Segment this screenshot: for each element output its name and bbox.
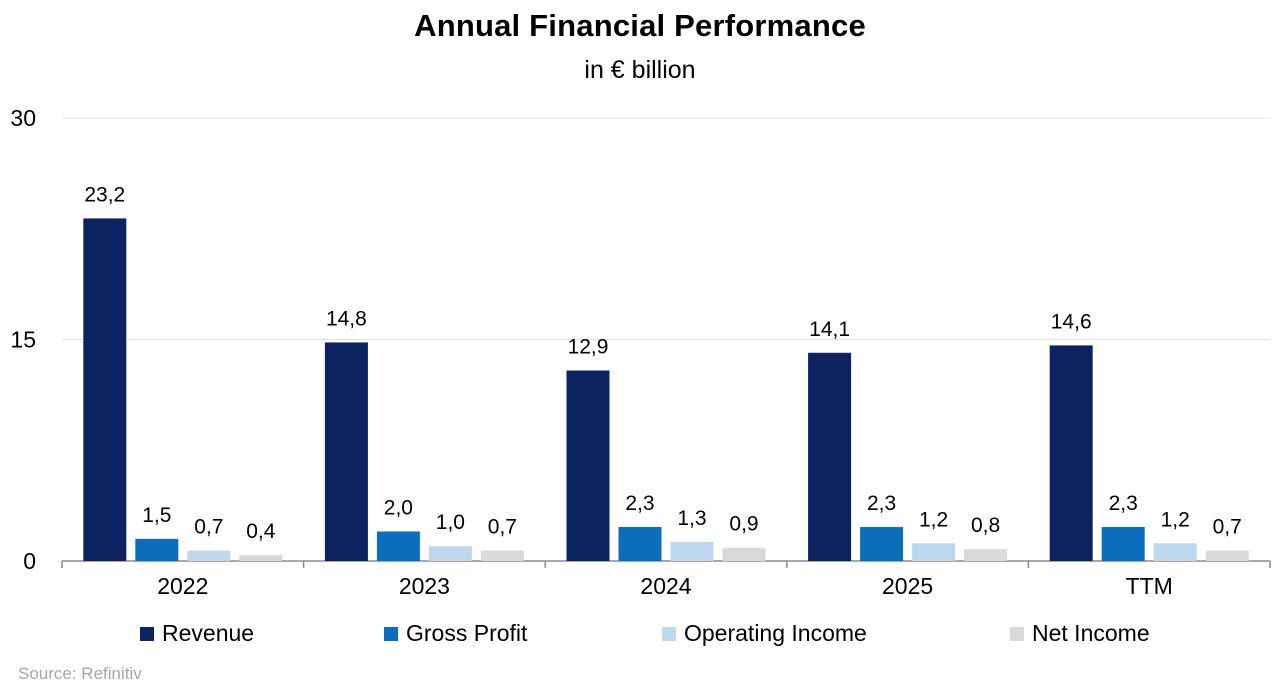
x-tick-label-2025: 2025 <box>882 573 933 599</box>
data-label-gross-profit-2023: 2,0 <box>384 496 413 519</box>
y-tick-label-0: 0 <box>23 548 36 574</box>
bar-operating-income-2024 <box>670 541 714 561</box>
bar-gross-profit-2024 <box>618 527 662 561</box>
bar-net-income-2025 <box>964 549 1008 561</box>
data-label-operating-income-2024: 1,3 <box>677 507 706 530</box>
data-label-net-income-ttm: 0,7 <box>1213 516 1242 539</box>
legend-label-revenue: Revenue <box>162 620 255 646</box>
y-tick-label-15: 15 <box>10 327 36 353</box>
legend-label-net-income: Net Income <box>1032 620 1150 646</box>
legend-label-operating-income: Operating Income <box>684 620 867 646</box>
source-note: Source: Refinitiv <box>18 664 142 683</box>
legend-swatch-net-income <box>1010 626 1024 641</box>
legend-item-revenue: Revenue <box>140 620 254 647</box>
bar-gross-profit-2022 <box>135 538 179 561</box>
x-tick-label-2024: 2024 <box>640 573 691 599</box>
data-label-operating-income-2023: 1,0 <box>436 511 465 534</box>
bar-net-income-ttm <box>1205 550 1249 561</box>
data-label-revenue-2024: 12,9 <box>568 336 609 359</box>
bar-operating-income-ttm <box>1153 543 1197 561</box>
bar-operating-income-2023 <box>428 546 472 561</box>
data-label-gross-profit-ttm: 2,3 <box>1109 492 1138 515</box>
bar-operating-income-2025 <box>912 543 956 561</box>
data-label-revenue-2023: 14,8 <box>326 307 367 330</box>
data-label-revenue-2025: 14,1 <box>809 318 850 341</box>
data-label-operating-income-2022: 0,7 <box>194 516 223 539</box>
data-label-net-income-2025: 0,8 <box>971 514 1000 537</box>
data-label-revenue-ttm: 14,6 <box>1051 310 1092 333</box>
x-tick-label-2023: 2023 <box>399 573 450 599</box>
bar-net-income-2022 <box>239 555 283 561</box>
data-label-gross-profit-2022: 1,5 <box>142 504 171 527</box>
data-label-revenue-2022: 23,2 <box>84 183 125 206</box>
x-tick-label-ttm: TTM <box>1126 573 1173 599</box>
x-tick-label-2022: 2022 <box>157 573 208 599</box>
data-label-net-income-2023: 0,7 <box>488 516 517 539</box>
data-label-net-income-2024: 0,9 <box>729 513 758 536</box>
chart-subtitle: in € billion <box>584 56 696 84</box>
data-label-gross-profit-2025: 2,3 <box>867 492 896 515</box>
legend-swatch-revenue <box>140 626 154 641</box>
legend-swatch-operating-income <box>662 626 676 641</box>
legend-item-gross-profit: Gross Profit <box>384 620 527 647</box>
bar-gross-profit-ttm <box>1101 527 1145 561</box>
y-tick-label-30: 30 <box>10 105 36 131</box>
legend-swatch-gross-profit <box>384 626 398 641</box>
legend-item-operating-income: Operating Income <box>662 620 867 647</box>
legend-label-gross-profit: Gross Profit <box>406 620 528 646</box>
bar-revenue-2025 <box>808 352 852 561</box>
bar-net-income-2023 <box>480 550 524 561</box>
legend-item-net-income: Net Income <box>1010 620 1150 647</box>
chart-legend: Revenue Gross Profit Operating Income Ne… <box>0 620 1280 652</box>
data-label-operating-income-ttm: 1,2 <box>1161 508 1190 531</box>
data-label-operating-income-2025: 1,2 <box>919 508 948 531</box>
bar-operating-income-2022 <box>187 550 231 561</box>
bar-net-income-2024 <box>722 547 766 561</box>
bar-gross-profit-2025 <box>860 527 904 561</box>
bar-revenue-2022 <box>83 218 127 561</box>
bar-revenue-2023 <box>324 342 368 561</box>
data-label-gross-profit-2024: 2,3 <box>625 492 654 515</box>
bar-revenue-2024 <box>566 370 610 561</box>
data-label-net-income-2022: 0,4 <box>246 520 276 543</box>
chart-title: Annual Financial Performance <box>414 8 866 43</box>
bar-revenue-ttm <box>1049 345 1093 561</box>
bar-gross-profit-2023 <box>376 531 420 561</box>
